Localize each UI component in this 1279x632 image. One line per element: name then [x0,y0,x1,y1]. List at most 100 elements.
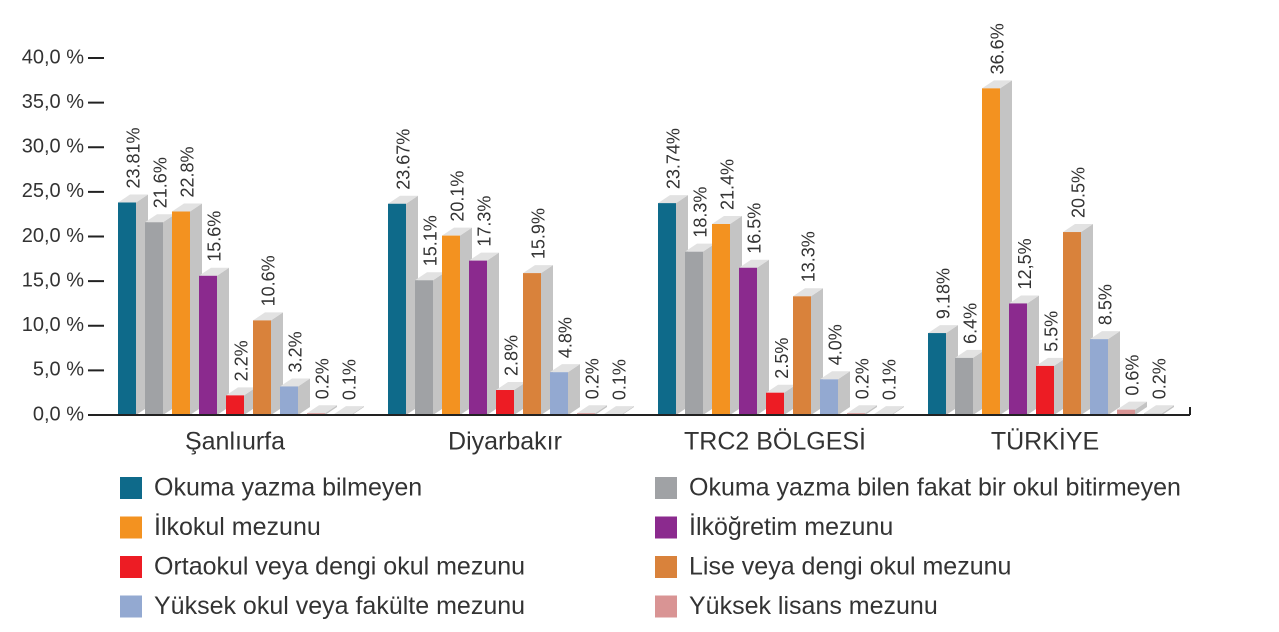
x-tick-label: Diyarbakır [448,428,562,456]
bar [1090,339,1108,415]
bar [199,275,217,415]
y-tick-label: 30,0 % [22,136,84,158]
bar-top [334,406,364,415]
bar [550,372,568,415]
value-label: 20.5% [1069,167,1089,218]
bar-top [523,265,553,274]
value-label: 15.9% [529,208,549,259]
bar-top [145,214,175,223]
legend-swatch [120,477,142,499]
value-label: 2.8% [502,335,522,376]
y-tick-label: 0,0 % [33,403,84,425]
y-tick-label: 25,0 % [22,180,84,202]
value-label: 4.0% [826,324,846,365]
bar [442,235,460,415]
bar-side [1135,401,1147,415]
bar-top [577,405,607,414]
value-label: 5.5% [1042,311,1062,352]
bar [712,224,730,415]
legend-swatch [655,477,677,499]
value-label: 17.3% [475,196,495,247]
bar-top [658,195,688,204]
value-label: 23.81% [124,127,144,188]
bar [118,202,136,415]
bar-side [217,267,229,415]
value-label: 0.1% [340,359,360,400]
value-label: 8.5% [1096,284,1116,325]
bar [145,222,163,415]
bar [388,203,406,415]
value-label: 0.6% [1123,355,1143,396]
x-tick-label: Şanlıurfa [185,428,285,456]
bar [1009,303,1027,415]
value-label: 2.5% [772,338,792,379]
bar [469,260,487,415]
legend-swatch [655,556,677,578]
bar-top [199,267,229,276]
bar-top [604,406,634,415]
value-label: 21.6% [151,157,171,208]
bar-side [1162,405,1174,415]
y-tick-label: 15,0 % [22,269,84,291]
bar-top [253,312,283,321]
value-label: 23.74% [664,128,684,189]
bar [496,390,514,415]
bar-top [280,378,310,387]
value-label: 21.4% [718,159,738,210]
legend-label: İlkokul mezunu [154,512,321,541]
x-tick-label: TRC2 BÖLGESİ [684,427,866,456]
bar-top [550,364,580,373]
bar-top [874,406,904,415]
bar-top [928,325,958,334]
bar-side [865,405,877,415]
bar-top [226,387,256,396]
legend-label: Lise veya dengi okul mezunu [689,553,1011,581]
bar-side [1108,331,1120,415]
bar-top [1117,401,1147,410]
bar [982,88,1000,415]
legend-label: Yüksek lisans mezunu [689,592,938,620]
bar-top [739,259,769,268]
bar-top [685,243,715,252]
legend-label: İlköğretim mezunu [689,512,893,541]
bar-top [1009,295,1039,304]
bar-side [568,364,580,415]
bar-top [496,382,526,391]
bar [415,280,433,415]
value-label: 0.1% [880,359,900,400]
bar-side [622,406,634,415]
y-tick-label: 5,0 % [33,359,84,381]
y-tick-label: 40,0 % [22,46,84,68]
legend-swatch [120,516,142,539]
legend-swatch [655,516,677,539]
bar [253,320,271,415]
value-label: 23.67% [394,129,414,190]
bar-side [298,378,310,415]
bar-top [766,384,796,393]
bar-top [307,405,337,414]
bar [523,273,541,415]
value-label: 4.8% [556,317,576,358]
value-label: 15.6% [205,211,225,262]
bar-top [1036,357,1066,366]
value-label: 36.6% [988,23,1008,74]
bar-side [352,406,364,415]
bar-top [1144,405,1174,414]
bar [226,395,244,415]
bar [280,386,298,415]
bar [928,333,946,415]
bar-top [469,252,499,261]
value-label: 22.8% [178,146,198,197]
x-tick-label: TÜRKİYE [991,427,1099,456]
bar-side [757,259,769,415]
bar-top [982,80,1012,89]
legend-swatch [655,595,677,618]
bar [955,357,973,415]
bar-top [415,272,445,281]
legend-label: Ortaokul veya dengi okul mezunu [154,553,525,581]
bar [658,203,676,415]
value-label: 12,5% [1015,238,1035,289]
value-label: 13.3% [799,231,819,282]
bar-top [1063,224,1093,233]
